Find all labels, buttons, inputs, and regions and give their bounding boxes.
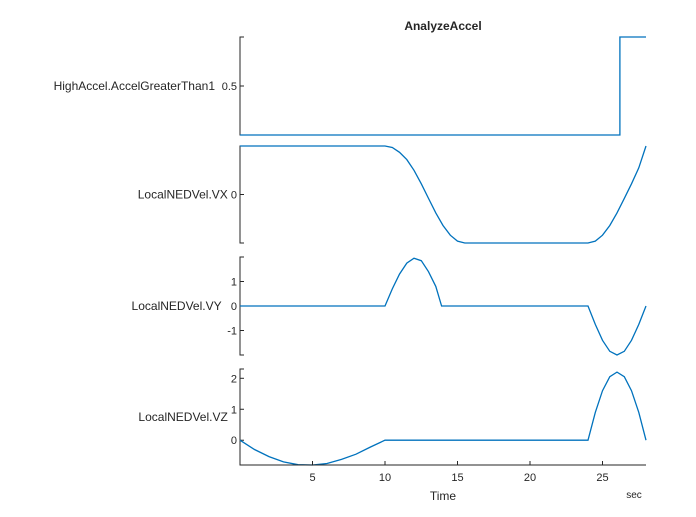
- y-tick-label: -1: [227, 326, 237, 338]
- series-label: LocalNEDVel.VY: [132, 299, 222, 313]
- figure-title: AnalyzeAccel: [404, 19, 481, 33]
- subplot-1: 0.5 HighAccel.AccelGreaterThan1: [54, 36, 646, 136]
- series-label: HighAccel.AccelGreaterThan1: [54, 79, 216, 93]
- series-line: [240, 145, 647, 244]
- y-tick-label: 0: [231, 301, 237, 313]
- y-tick-label: 2: [231, 373, 237, 385]
- subplot-4: 2 1 0 LocalNEDVel.VZ: [138, 368, 647, 466]
- y-tick-label: 1: [231, 404, 237, 416]
- series-line: [240, 36, 646, 136]
- series-line: [240, 257, 647, 356]
- time-axis: 5 10 15 20 25: [240, 461, 646, 484]
- subplot-3: 1 0 -1 LocalNEDVel.VY: [132, 256, 647, 356]
- x-tick-label: 10: [379, 472, 391, 484]
- y-tick-label: 0: [231, 435, 237, 447]
- subplot-stack: 0.5HighAccel.AccelGreaterThan10LocalNEDV…: [54, 36, 647, 466]
- x-tick-label: 15: [451, 472, 463, 484]
- y-tick-label: 0: [231, 190, 237, 202]
- series-label: LocalNEDVel.VZ: [138, 410, 227, 424]
- y-tick-label: 1: [231, 277, 237, 289]
- x-axis-unit: sec: [626, 490, 642, 501]
- series-label: LocalNEDVel.VX: [138, 188, 228, 202]
- series-line: [239, 371, 647, 466]
- x-tick-label: 5: [309, 472, 315, 484]
- x-axis-label: Time: [430, 489, 457, 503]
- x-tick-label: 20: [524, 472, 536, 484]
- y-tick-label: 0.5: [222, 81, 237, 93]
- x-tick-label: 25: [596, 472, 608, 484]
- y-axis-line: [239, 368, 244, 466]
